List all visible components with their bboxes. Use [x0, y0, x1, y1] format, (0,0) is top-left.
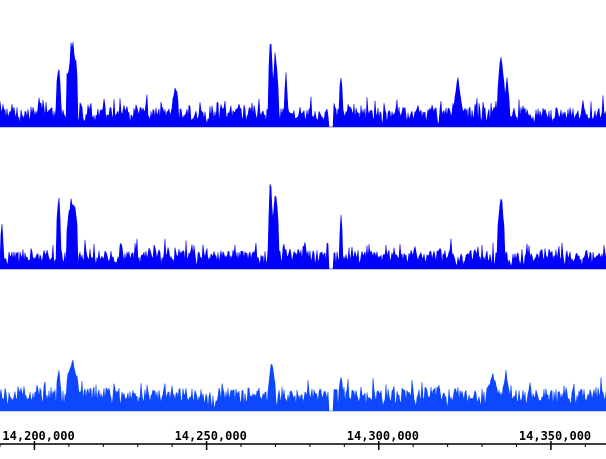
tracks — [0, 42, 606, 412]
x-tick-label: 14,200,000 — [2, 429, 74, 443]
coverage-track-2 — [0, 184, 606, 270]
x-tick-label: 14,300,000 — [347, 429, 419, 443]
coverage-track-3 — [0, 359, 606, 412]
x-tick-label: 14,250,000 — [175, 429, 247, 443]
coverage-track-1 — [0, 42, 606, 128]
x-tick-label: 14,350,000 — [519, 429, 591, 443]
x-axis: 14,200,000 14,250,000 14,300,000 14,350,000 — [0, 429, 606, 450]
major-ticks: 14,200,000 14,250,000 14,300,000 14,350,000 — [2, 429, 591, 450]
